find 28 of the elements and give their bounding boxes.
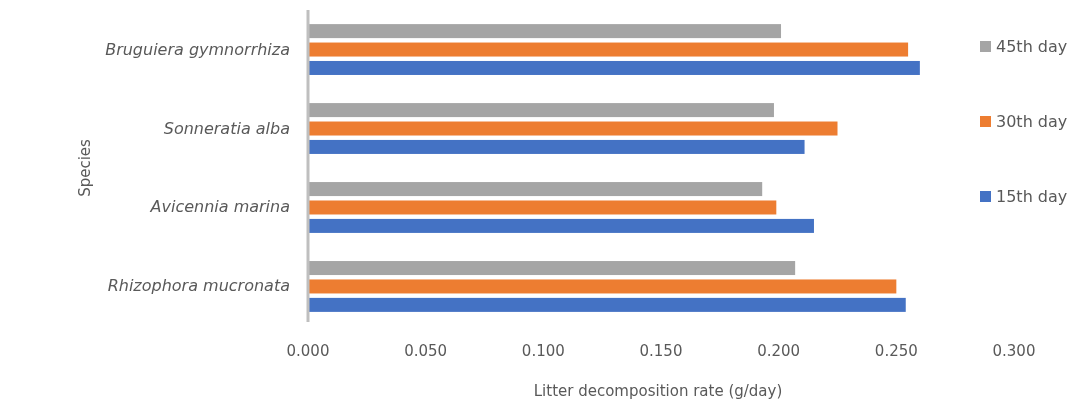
legend-label: 15th day: [996, 187, 1068, 206]
y-tick-label: Sonneratia alba: [163, 118, 290, 138]
bar: [308, 218, 814, 233]
bar: [308, 200, 777, 215]
x-tick-label: 0.150: [639, 342, 683, 360]
y-axis-title: Species: [76, 138, 94, 197]
bar: [308, 261, 796, 276]
legend-label: 45th day: [996, 37, 1068, 56]
x-tick-label: 0.200: [757, 342, 801, 360]
bar: [308, 139, 805, 154]
bar: [308, 279, 897, 294]
bar: [308, 60, 920, 75]
y-tick-label: Bruguiera gymnorrhiza: [105, 39, 290, 59]
x-tick-label: 0.000: [286, 342, 330, 360]
x-tick-label: 0.300: [992, 342, 1036, 360]
x-tick-label: 0.250: [874, 342, 918, 360]
bar: [308, 182, 763, 197]
bar: [308, 121, 838, 136]
x-tick-label: 0.050: [404, 342, 448, 360]
x-tick-label: 0.100: [521, 342, 565, 360]
x-axis-title: Litter decomposition rate (g/day): [533, 382, 783, 400]
bar: [308, 42, 909, 57]
y-tick-label: Avicennia marina: [149, 197, 290, 217]
bar: [308, 24, 782, 39]
legend-label: 30th day: [996, 112, 1068, 131]
bar: [308, 103, 774, 118]
bar: [308, 297, 906, 312]
y-tick-label: Rhizophora mucronata: [107, 276, 290, 296]
